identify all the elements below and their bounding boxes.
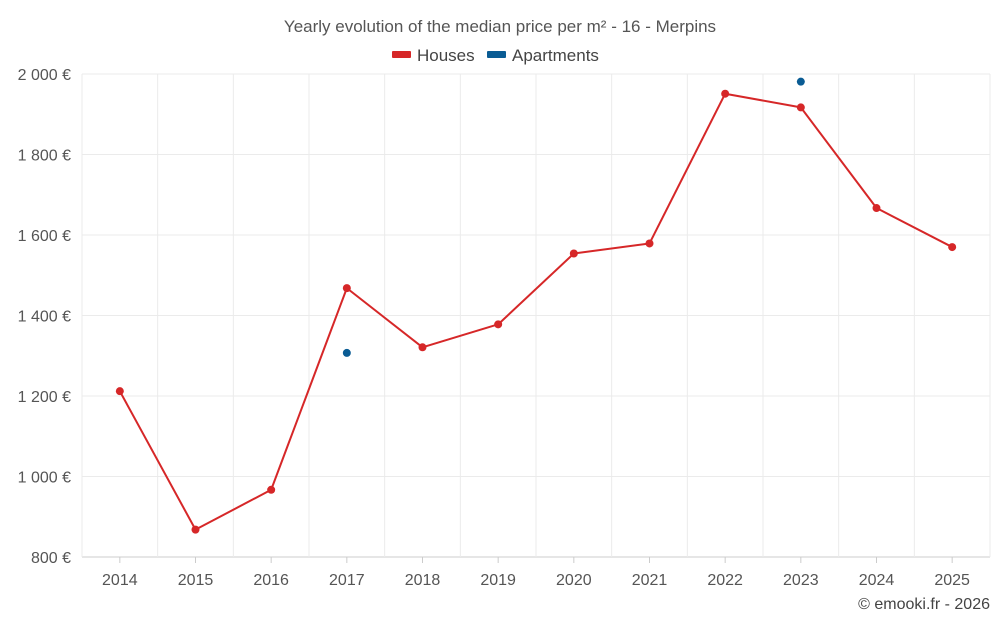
credit-text: © emooki.fr - 2026 bbox=[858, 596, 990, 613]
y-tick-label: 800 € bbox=[31, 550, 71, 567]
y-tick-label: 2 000 € bbox=[18, 67, 71, 84]
series-line-segment bbox=[800, 106, 878, 209]
data-point-houses-2024[interactable] bbox=[872, 204, 881, 213]
data-point-houses-2020[interactable] bbox=[569, 249, 578, 258]
data-point-houses-2023[interactable] bbox=[796, 103, 805, 112]
series-line-segment bbox=[497, 252, 575, 326]
legend-swatch bbox=[392, 51, 411, 58]
y-tick-label: 1 400 € bbox=[18, 309, 71, 326]
x-tick-label: 2021 bbox=[632, 572, 668, 589]
data-point-apartments-2017[interactable] bbox=[342, 348, 351, 357]
x-tick-label: 2025 bbox=[934, 572, 970, 589]
data-point-houses-2014[interactable] bbox=[115, 387, 124, 396]
x-tick-label: 2018 bbox=[405, 572, 441, 589]
data-point-houses-2018[interactable] bbox=[418, 343, 427, 352]
grid bbox=[81, 73, 991, 558]
data-point-apartments-2023[interactable] bbox=[796, 77, 805, 86]
series-houses bbox=[115, 89, 957, 534]
x-tick-label: 2015 bbox=[178, 572, 214, 589]
series-apartments bbox=[342, 77, 805, 357]
x-tick-label: 2020 bbox=[556, 572, 592, 589]
legend: Houses Apartments bbox=[392, 46, 599, 65]
chart-title: Yearly evolution of the median price per… bbox=[284, 17, 716, 36]
x-tick-label: 2016 bbox=[253, 572, 289, 589]
data-point-houses-2025[interactable] bbox=[948, 243, 957, 252]
x-axis: 2014 2015 2016 2017 2018 2019 2020 2021 2022 2023… bbox=[102, 557, 970, 589]
legend-label: Houses bbox=[417, 46, 475, 65]
y-tick-label: 1 600 € bbox=[18, 228, 71, 245]
x-tick-label: 2014 bbox=[102, 572, 138, 589]
data-point-houses-2017[interactable] bbox=[342, 284, 351, 293]
legend-swatch bbox=[487, 51, 506, 58]
series-line-segment bbox=[648, 93, 727, 244]
legend-item-houses[interactable]: Houses bbox=[392, 46, 475, 65]
series-line-segment bbox=[270, 287, 348, 491]
legend-label: Apartments bbox=[512, 46, 599, 65]
series-line-segment bbox=[876, 207, 953, 248]
y-tick-label: 1 200 € bbox=[18, 389, 71, 406]
series-line-segment bbox=[195, 488, 272, 531]
y-axis: 800 € 1 000 € 1 200 € 1 400 € 1 600 € 1 800 €… bbox=[18, 67, 71, 567]
x-tick-label: 2017 bbox=[329, 572, 365, 589]
series-line-segment bbox=[118, 390, 197, 531]
x-tick-label: 2023 bbox=[783, 572, 819, 589]
series-line-segment bbox=[573, 242, 650, 255]
data-point-houses-2021[interactable] bbox=[645, 239, 654, 248]
series-line-segment bbox=[346, 287, 424, 349]
data-point-houses-2016[interactable] bbox=[267, 485, 276, 494]
y-tick-label: 1 000 € bbox=[18, 470, 71, 487]
x-tick-label: 2024 bbox=[859, 572, 895, 589]
data-point-houses-2022[interactable] bbox=[721, 89, 730, 98]
series-line-segment bbox=[724, 92, 802, 109]
data-point-houses-2019[interactable] bbox=[494, 320, 503, 329]
series-layer bbox=[115, 77, 957, 534]
y-tick-label: 1 800 € bbox=[18, 148, 71, 165]
series-line-segment bbox=[422, 323, 499, 349]
x-tick-label: 2019 bbox=[480, 572, 516, 589]
legend-item-apartments[interactable]: Apartments bbox=[487, 46, 599, 65]
data-point-houses-2015[interactable] bbox=[191, 525, 200, 534]
x-tick-label: 2022 bbox=[707, 572, 743, 589]
